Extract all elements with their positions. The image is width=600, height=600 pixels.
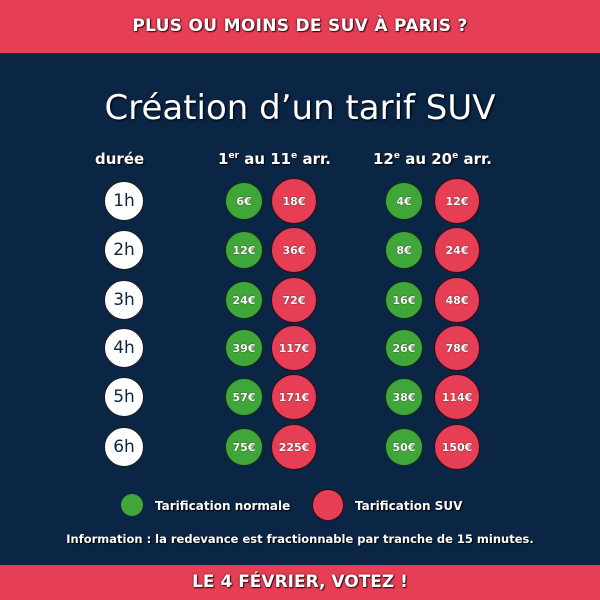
zone1-normal-price: 12€: [225, 231, 263, 269]
zone1-normal-price: 24€: [225, 281, 263, 319]
zone1-post: arr.: [297, 150, 331, 168]
zone2-normal-price: 4€: [385, 182, 423, 220]
zone1-sup1: er: [228, 151, 239, 161]
zone2-post: arr.: [458, 150, 492, 168]
zone1-suv-price: 225€: [271, 424, 317, 470]
duration-badge: 3h: [104, 280, 144, 320]
zone2-sup1: e: [393, 151, 400, 161]
zone2-suv-price: 12€: [434, 178, 480, 224]
zone2-suv-price: 150€: [434, 424, 480, 470]
zone1-mid: au 11: [238, 150, 292, 168]
zone2-suv-price: 114€: [434, 374, 480, 420]
duration-badge: 5h: [104, 377, 144, 417]
zone2-normal-price: 8€: [385, 231, 423, 269]
zone2-suv-price: 24€: [434, 227, 480, 273]
legend-normal: Tarification normale: [155, 499, 291, 513]
duration-badge: 6h: [104, 427, 144, 467]
zone2-normal-price: 50€: [385, 428, 423, 466]
column-header-zone2: 12e au 20e arr.: [373, 150, 492, 168]
zone1-normal-price: 6€: [225, 182, 263, 220]
zone2-suv-price: 78€: [434, 325, 480, 371]
zone2-pre: 12: [373, 150, 394, 168]
legend-suv: Tarification SUV: [355, 499, 463, 513]
bottom-banner: LE 4 FÉVRIER, VOTEZ !: [0, 565, 600, 600]
zone1-normal-price: 57€: [225, 378, 263, 416]
zone2-normal-price: 16€: [385, 281, 423, 319]
zone1-suv-price: 117€: [271, 325, 317, 371]
zone1-normal-price: 39€: [225, 329, 263, 367]
column-header-zone1: 1er au 11e arr.: [218, 150, 331, 168]
zone1-sup2: e: [291, 151, 298, 161]
zone2-suv-price: 48€: [434, 277, 480, 323]
duration-badge: 1h: [104, 181, 144, 221]
page-title: Création d’un tarif SUV: [104, 88, 496, 128]
zone2-sup2: e: [452, 151, 459, 161]
zone1-normal-price: 75€: [225, 428, 263, 466]
duration-badge: 2h: [104, 230, 144, 270]
zone2-mid: au 20: [399, 150, 453, 168]
zone1-suv-price: 36€: [271, 227, 317, 273]
column-header-duration: durée: [95, 150, 145, 168]
zone1-pre: 1: [218, 150, 229, 168]
zone2-normal-price: 26€: [385, 329, 423, 367]
zone1-suv-price: 18€: [271, 178, 317, 224]
zone1-suv-price: 171€: [271, 374, 317, 420]
legend-green-dot-icon: [121, 494, 143, 516]
top-banner: PLUS OU MOINS DE SUV À PARIS ?: [0, 0, 600, 53]
duration-badge: 4h: [104, 328, 144, 368]
info-note: Information : la redevance est fractionn…: [66, 532, 534, 546]
zone2-normal-price: 38€: [385, 378, 423, 416]
legend-red-dot-icon: [312, 489, 344, 521]
zone1-suv-price: 72€: [271, 277, 317, 323]
